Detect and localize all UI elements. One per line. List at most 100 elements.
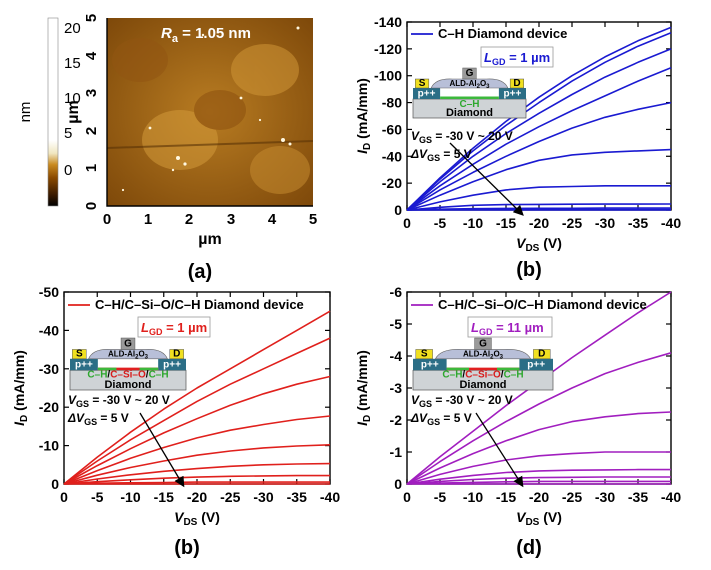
lgd-label: LGD = 1 µm bbox=[484, 50, 550, 67]
inset-pplus-left: p++ bbox=[418, 89, 436, 100]
panel-b2-csio-device-1um: 0 -5 -10 -15 -20 -25 -30 -35 -40 0 -10 -20 -30 -40 -50… bbox=[11, 284, 340, 559]
vgs-step-label: ΔVGS = 5 V bbox=[410, 411, 472, 427]
inset-pplus-right: p++ bbox=[527, 360, 545, 371]
afm-y-tick: 4 bbox=[83, 51, 100, 60]
x-axis-label: VDS (V) bbox=[516, 235, 562, 254]
x-tick-label: -10 bbox=[463, 489, 483, 505]
iv-curve bbox=[406, 203, 672, 211]
x-tick-label: 0 bbox=[403, 215, 411, 231]
roughness-label: Ra = 1.05 nm bbox=[161, 25, 251, 45]
inset-pplus-left: p++ bbox=[421, 360, 439, 371]
x-axis-label: VDS (V) bbox=[174, 509, 220, 528]
panel-label: (a) bbox=[188, 261, 212, 283]
panel-a: 20 15 10 5 0 nm Ra = 1.05 n bbox=[17, 14, 317, 283]
inset-source-label: S bbox=[76, 349, 83, 360]
x-tick-label: -5 bbox=[434, 489, 447, 505]
inset-drain-label: D bbox=[513, 78, 520, 89]
iv-curve bbox=[63, 310, 331, 485]
x-tick-label: -40 bbox=[320, 489, 340, 505]
inset-pplus-right: p++ bbox=[504, 89, 522, 100]
iv-curve bbox=[63, 462, 331, 485]
y-tick-label: 0 bbox=[394, 476, 402, 492]
panel-label: (b) bbox=[174, 537, 200, 559]
x-tick-label: -5 bbox=[91, 489, 104, 505]
x-tick-label: -25 bbox=[220, 489, 240, 505]
iv-curve bbox=[406, 101, 672, 211]
lgd-box bbox=[467, 316, 553, 338]
iv-curve bbox=[406, 48, 672, 211]
x-tick-label: -40 bbox=[661, 215, 681, 231]
inset-drain-label: D bbox=[173, 349, 180, 360]
x-tick-label: -10 bbox=[120, 489, 140, 505]
y-axis-label: ID (mA/mm) bbox=[354, 78, 373, 154]
y-tick-label: -50 bbox=[39, 284, 59, 300]
colorbar-tick: 20 bbox=[64, 20, 81, 37]
panel-b1-ch-device: 0 -5 -10 -15 -20 -25 -30 -35 -40 0 -20 -40 -60 -80 -10… bbox=[354, 14, 681, 281]
inset-channel-label: C–H/C–Si–O/C–H bbox=[442, 370, 523, 381]
iv-curve bbox=[406, 31, 672, 211]
colorbar-tick: 0 bbox=[64, 162, 72, 179]
x-tick-label: -20 bbox=[187, 489, 207, 505]
legend-text: C–H/C–Si–O/C–H Diamond device bbox=[95, 297, 304, 312]
afm-x-tick: 1 bbox=[144, 211, 152, 228]
lgd-label: LGD = 1 µm bbox=[141, 320, 207, 337]
iv-curve bbox=[63, 415, 331, 485]
y-tick-label: -6 bbox=[390, 284, 403, 300]
afm-x-tick: 2 bbox=[185, 211, 193, 228]
y-tick-label: 0 bbox=[51, 476, 59, 492]
x-tick-label: 0 bbox=[60, 489, 68, 505]
afm-x-tick: 4 bbox=[268, 211, 277, 228]
y-axis-label: ID (mA/mm) bbox=[354, 350, 373, 426]
y-tick-label: -5 bbox=[390, 316, 403, 332]
x-tick-label: -40 bbox=[661, 489, 681, 505]
inset-pplus-left: p++ bbox=[75, 360, 93, 371]
x-tick-label: -15 bbox=[154, 489, 174, 505]
x-tick-label: -30 bbox=[253, 489, 273, 505]
y-tick-label: -120 bbox=[374, 41, 402, 57]
x-tick-label: -35 bbox=[287, 489, 307, 505]
x-tick-label: -15 bbox=[496, 215, 516, 231]
inset-substrate-label: Diamond bbox=[459, 379, 506, 391]
iv-curve bbox=[406, 411, 672, 485]
colorbar-tick: 10 bbox=[64, 90, 81, 107]
y-tick-label: -20 bbox=[39, 399, 59, 415]
x-tick-label: -30 bbox=[595, 215, 615, 231]
iv-curve bbox=[63, 337, 331, 485]
afm-x-tick: 0 bbox=[103, 211, 111, 228]
afm-y-tick: 5 bbox=[83, 14, 100, 22]
inset-oxide-label: ALD-Al2O3 bbox=[463, 350, 504, 361]
colorbar bbox=[47, 17, 59, 207]
x-tick-label: -30 bbox=[595, 489, 615, 505]
x-tick-label: 0 bbox=[403, 489, 411, 505]
panel-label: (b) bbox=[516, 259, 542, 281]
legend-text: C–H/C–Si–O/C–H Diamond device bbox=[438, 297, 647, 312]
iv-curve bbox=[406, 352, 672, 485]
x-tick-label: -35 bbox=[628, 215, 648, 231]
afm-y-tick: 1 bbox=[83, 164, 100, 172]
iv-curve bbox=[406, 66, 672, 211]
inset-gate-label: G bbox=[124, 338, 132, 349]
x-axis-label: VDS (V) bbox=[516, 509, 562, 528]
inset-gate-label: G bbox=[466, 68, 474, 79]
y-tick-label: -20 bbox=[382, 175, 402, 191]
vgs-step-label: ΔVGS = 5 V bbox=[67, 411, 129, 427]
iv-curve bbox=[406, 26, 672, 211]
y-tick-label: -30 bbox=[39, 361, 59, 377]
afm-image: Ra = 1.05 nm bbox=[106, 18, 314, 206]
colorbar-tick: 15 bbox=[64, 55, 81, 72]
vgs-direction-arrow bbox=[449, 142, 524, 216]
inset-substrate-label: Diamond bbox=[446, 107, 493, 119]
afm-x-unit: µm bbox=[198, 231, 221, 248]
x-tick-label: -5 bbox=[434, 215, 447, 231]
y-tick-label: -60 bbox=[382, 121, 402, 137]
inset-drain-label: D bbox=[538, 349, 545, 360]
vgs-direction-arrow bbox=[475, 412, 524, 488]
inset-pplus-right: p++ bbox=[163, 360, 181, 371]
x-tick-label: -20 bbox=[529, 489, 549, 505]
afm-x-tick: 3 bbox=[227, 211, 235, 228]
iv-curve bbox=[63, 474, 330, 485]
y-tick-label: -40 bbox=[382, 148, 402, 164]
